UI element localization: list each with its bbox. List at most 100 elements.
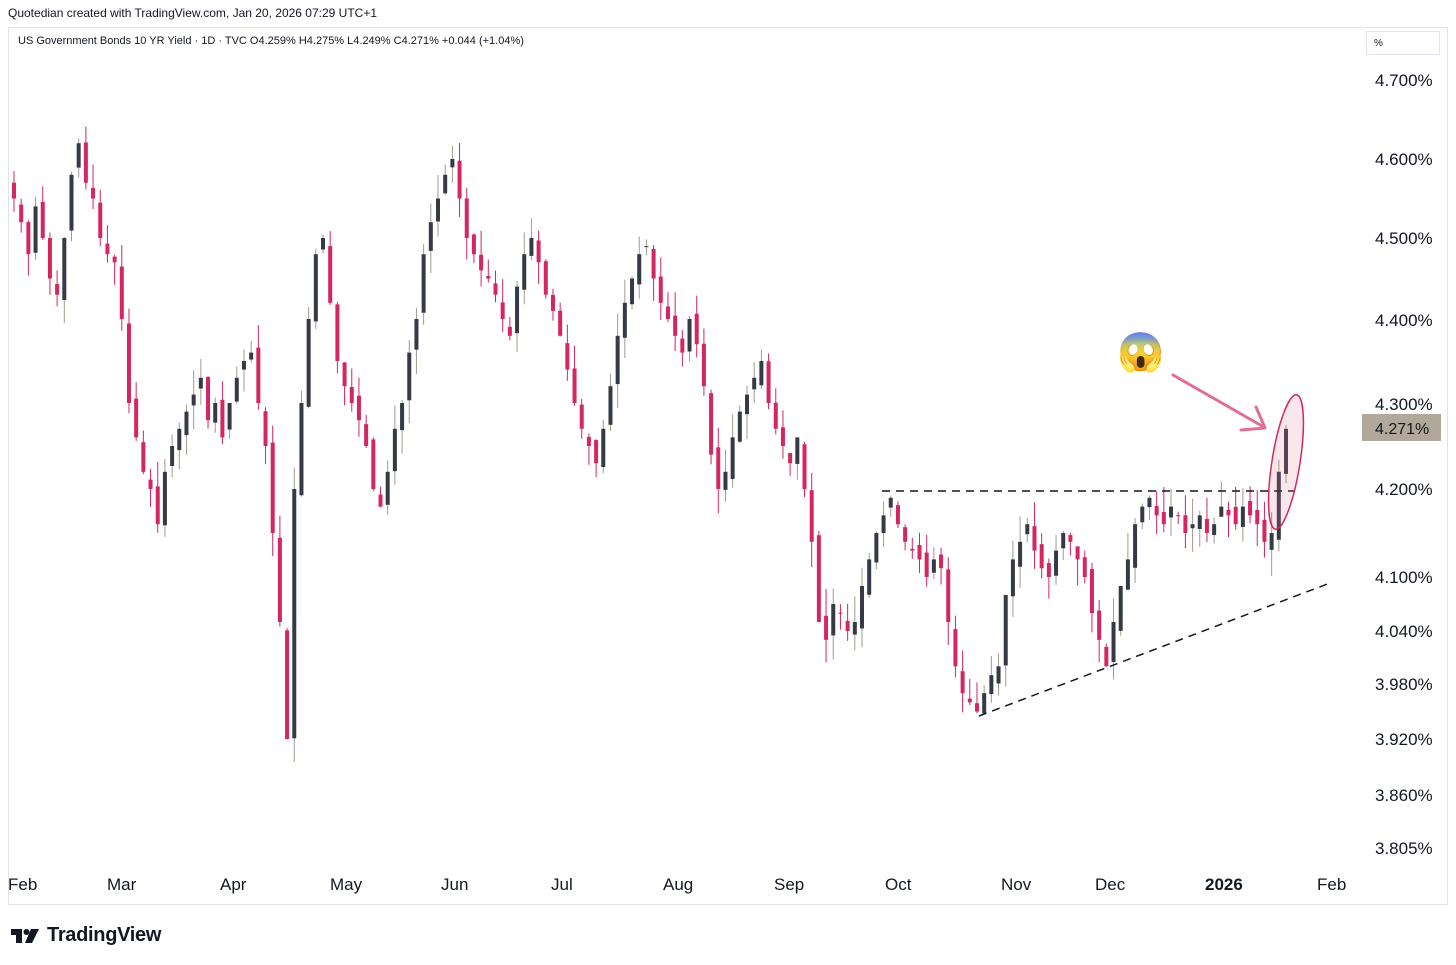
candle-body [1032, 526, 1037, 551]
candle-body [285, 630, 290, 739]
candle-body [220, 399, 225, 438]
candle-body [436, 198, 440, 222]
candle-body [895, 505, 900, 525]
candle-body [903, 527, 908, 542]
candle-body [701, 343, 706, 387]
candle-body [177, 428, 182, 451]
time-label: Apr [220, 875, 247, 894]
candle-body [572, 368, 577, 403]
candle-body [989, 675, 994, 695]
candle-body [1176, 515, 1181, 517]
candle-body [637, 254, 642, 285]
candle-body [824, 615, 829, 640]
candle-body [400, 403, 405, 431]
candle-body [306, 319, 311, 407]
candle-body [953, 629, 958, 667]
highlight-ellipse [1267, 394, 1305, 530]
candle-body [723, 471, 728, 490]
candle-body [486, 276, 491, 279]
candle-body [802, 444, 807, 489]
candles-group [12, 126, 1288, 762]
candle-body [759, 361, 764, 386]
candle-body [471, 234, 476, 255]
annotation-arrow-head [1239, 405, 1267, 432]
candle-body [1190, 524, 1195, 529]
candle-body [162, 471, 167, 526]
candle-body [1226, 509, 1231, 516]
candle-body [91, 187, 96, 199]
candle-body [83, 142, 88, 183]
chart-frame[interactable] [8, 27, 1448, 905]
candle-body [263, 411, 268, 446]
ohlc-legend: US Government Bonds 10 YR Yield · 1D · T… [18, 35, 524, 47]
candle-body [414, 319, 419, 350]
candle-body [349, 387, 354, 403]
price-unit-selector[interactable]: % [1366, 31, 1440, 55]
candle-body [608, 386, 613, 425]
candle-body [1061, 533, 1066, 549]
candle-body [860, 586, 864, 629]
candle-body [982, 693, 987, 714]
candle-body [1018, 541, 1023, 567]
candle-body [155, 486, 160, 525]
price-tick: 4.040% [1375, 622, 1433, 641]
candle-body [622, 302, 627, 338]
price-tick: 3.980% [1375, 675, 1433, 694]
candle-body [651, 249, 656, 279]
candle-body [1255, 509, 1260, 525]
candle-body [838, 612, 843, 614]
price-tick: 4.600% [1375, 150, 1433, 169]
candle-body [1140, 506, 1145, 523]
candle-body [105, 243, 110, 255]
candle-body [55, 284, 60, 295]
time-label: Sep [774, 875, 804, 894]
candle-body [1284, 428, 1288, 474]
candle-body [974, 703, 979, 712]
candle-body [234, 377, 239, 402]
candle-body [665, 306, 670, 319]
candle-body [119, 266, 124, 319]
candle-body [1111, 622, 1116, 662]
candle-body [356, 395, 361, 421]
candle-body [1262, 519, 1267, 542]
candle-body [939, 554, 944, 569]
candle-body [788, 452, 793, 464]
time-label: Mar [107, 875, 137, 894]
candle-body [1075, 546, 1080, 560]
candle-body [910, 548, 915, 551]
candle-body [1104, 647, 1109, 667]
candle-body [1204, 518, 1209, 533]
candle-body [241, 361, 246, 370]
candle-body [550, 294, 555, 311]
candle-body [680, 338, 685, 353]
candle-body [198, 377, 203, 389]
candle-body [126, 323, 131, 403]
time-label: 2026 [1205, 875, 1243, 894]
candle-body [47, 238, 52, 279]
candle-body [1240, 506, 1245, 527]
candle-body [888, 497, 893, 508]
candle-body [515, 286, 520, 334]
candle-body [1010, 559, 1015, 597]
candle-body [780, 427, 785, 446]
price-tick: 3.920% [1375, 730, 1433, 749]
candle-body [931, 559, 936, 573]
candle-body [213, 403, 218, 423]
candle-body [745, 394, 750, 415]
candle-body [795, 437, 800, 464]
header-credit: Quotedian created with TradingView.com, … [8, 6, 378, 20]
candle-body [134, 398, 139, 438]
candle-body [1025, 524, 1030, 535]
candle-body [342, 362, 347, 387]
price-axis: 4.700% 4.600% 4.500% 4.400% 4.300% 4.200… [1362, 71, 1441, 858]
candle-body [831, 604, 836, 636]
time-axis: Feb Mar Apr May Jun Jul Aug Sep Oct Nov … [8, 875, 1346, 894]
candle-body [752, 377, 757, 390]
tradingview-logo[interactable]: TradingView [11, 924, 161, 947]
price-tick: 4.300% [1375, 395, 1433, 414]
time-label: Feb [8, 875, 37, 894]
candle-body [148, 479, 153, 489]
candle-body [378, 494, 383, 507]
candle-body [594, 439, 599, 464]
